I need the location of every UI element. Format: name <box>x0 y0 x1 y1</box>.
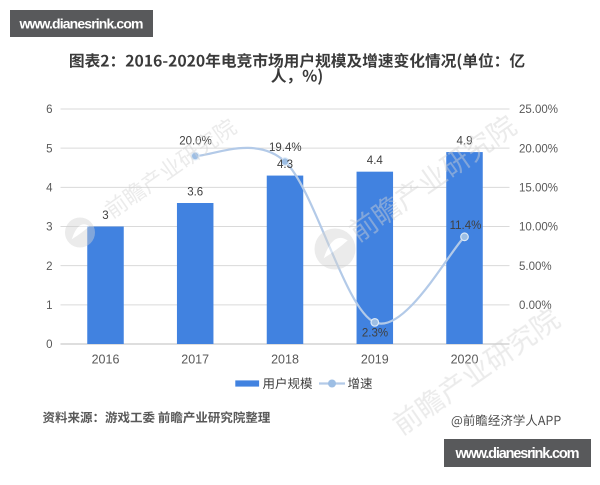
svg-text:4.3: 4.3 <box>277 159 293 171</box>
svg-text:2: 2 <box>46 261 52 273</box>
svg-text:4.4: 4.4 <box>367 155 384 167</box>
svg-text:10.00%: 10.00% <box>519 222 558 234</box>
svg-text:4: 4 <box>46 182 53 194</box>
svg-text:4.9: 4.9 <box>457 136 473 148</box>
svg-text:2020: 2020 <box>451 352 479 366</box>
svg-text:11.4%: 11.4% <box>450 220 482 232</box>
svg-text:19.4%: 19.4% <box>269 142 302 154</box>
svg-text:3: 3 <box>102 210 108 222</box>
svg-text:20.0%: 20.0% <box>179 136 212 148</box>
svg-text:15.00%: 15.00% <box>519 182 558 194</box>
svg-text:3: 3 <box>46 222 52 234</box>
svg-text:www.dianesrink.com: www.dianesrink.com <box>19 16 144 32</box>
svg-text:1: 1 <box>46 300 52 312</box>
svg-text:0: 0 <box>46 339 52 351</box>
svg-text:2019: 2019 <box>361 352 389 366</box>
svg-text:20.00%: 20.00% <box>519 143 558 155</box>
svg-text:3.6: 3.6 <box>187 187 203 199</box>
svg-text:2.3%: 2.3% <box>362 327 388 339</box>
svg-text:6: 6 <box>46 104 52 116</box>
svg-text:0.00%: 0.00% <box>519 300 552 312</box>
svg-text:5.00%: 5.00% <box>519 261 552 273</box>
svg-text:5: 5 <box>46 143 52 155</box>
svg-text:www.dianesrink.com: www.dianesrink.com <box>455 446 580 462</box>
svg-text:25.00%: 25.00% <box>519 104 558 116</box>
svg-text:2017: 2017 <box>181 352 209 366</box>
svg-text:2018: 2018 <box>271 352 299 366</box>
svg-text:2016: 2016 <box>92 352 120 366</box>
